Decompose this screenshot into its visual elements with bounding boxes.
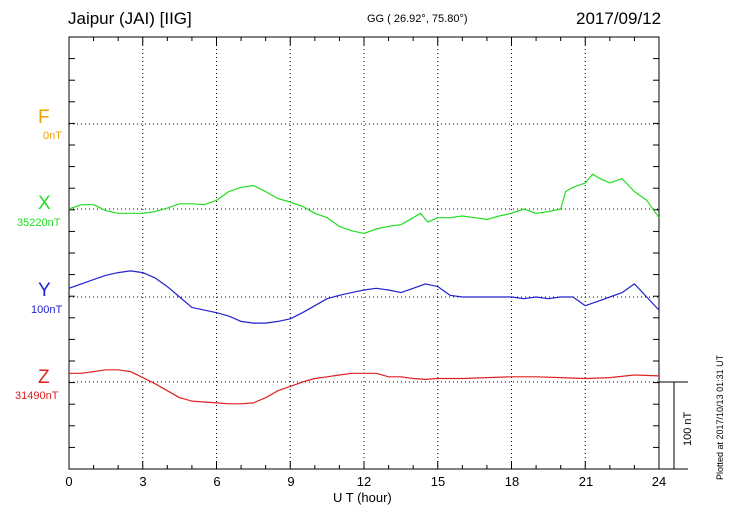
plot-frame (68, 36, 660, 470)
x-tick-label: 24 (651, 474, 667, 489)
plot-date: 2017/09/12 (576, 9, 662, 28)
series-line-z (69, 369, 660, 405)
grid-lines (68, 37, 660, 469)
x-tick-label: 3 (139, 474, 147, 489)
x-axis-label: U T (hour) (333, 490, 392, 505)
scale-bar (659, 381, 688, 470)
station-title: Jaipur (JAI) [IIG] (68, 9, 192, 28)
x-tick-label: 12 (356, 474, 372, 489)
component-x-label: X (38, 193, 51, 214)
component-y-label: Y (38, 280, 51, 301)
scale-bar-label: 100 nT (682, 411, 694, 446)
x-tick-label: 6 (213, 474, 221, 489)
x-tick-label: 15 (430, 474, 446, 489)
component-z-label: Z (38, 367, 50, 388)
x-tick-label: 0 (65, 474, 73, 489)
station-coordinates: GG ( 26.92°, 75.80°) (367, 13, 468, 25)
series-line-y (68, 270, 660, 324)
component-y-baseline: 100nT (31, 304, 63, 316)
component-x-baseline: 35220nT (17, 217, 61, 229)
plotted-timestamp: Plotted at 2017/10/13 01:31 UT (715, 354, 725, 480)
component-z-baseline: 31490nT (15, 390, 59, 402)
x-tick-label: 21 (578, 474, 594, 489)
component-f-label: F (38, 107, 50, 128)
component-f-baseline: 0nT (43, 130, 62, 142)
x-tick-label: 9 (287, 474, 295, 489)
series-line-x (68, 173, 660, 234)
series-lines (68, 173, 660, 405)
x-tick-label: 18 (504, 474, 520, 489)
